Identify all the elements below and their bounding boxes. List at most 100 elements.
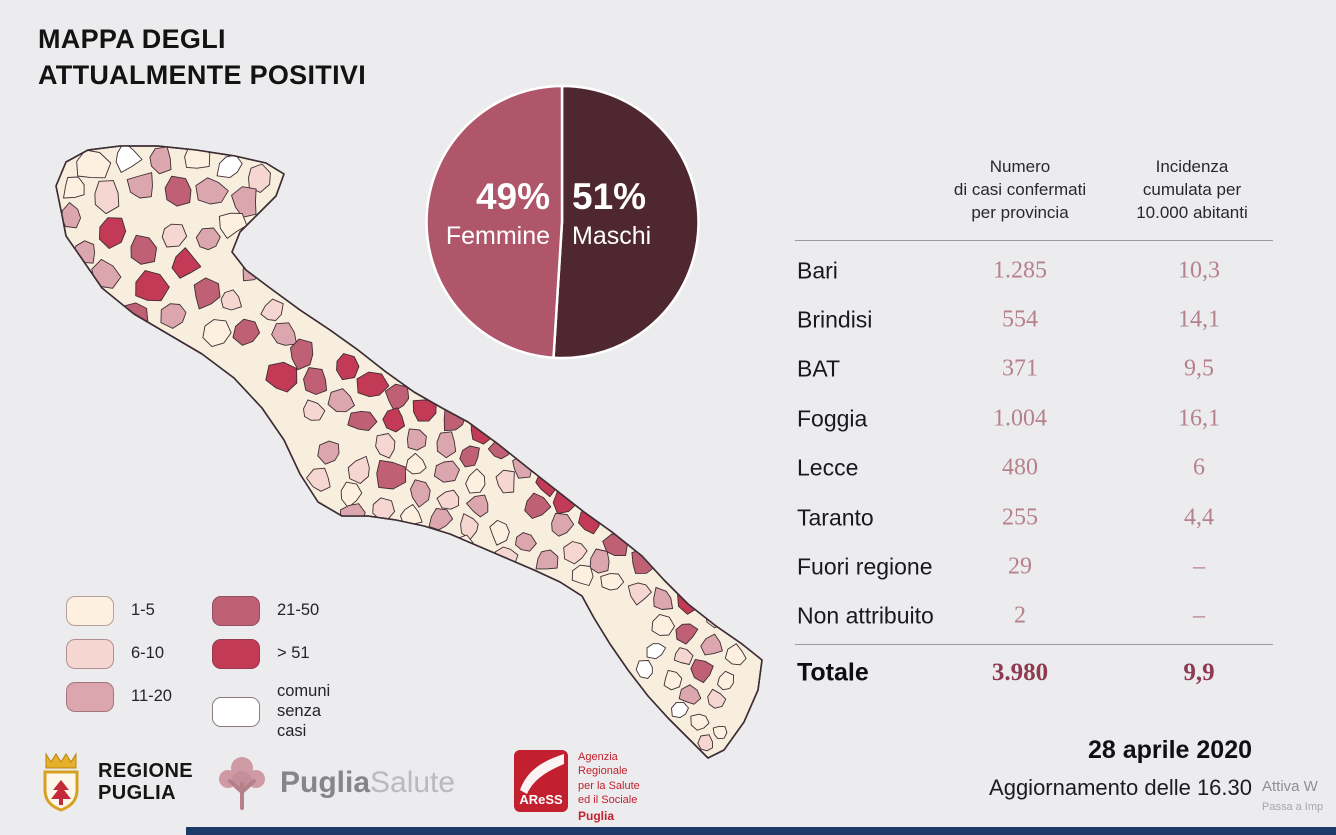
pie-femmine-label: Femmine — [445, 222, 550, 250]
municipality-cell — [635, 660, 653, 679]
legend-label: 21-50 — [277, 601, 320, 620]
aress-line: per la Salute — [578, 779, 640, 792]
legend-item: comuni senza casi — [212, 682, 330, 741]
legend-item: > 51 — [212, 639, 330, 669]
municipality-cell — [161, 223, 188, 248]
municipality-cell — [164, 175, 192, 207]
aress-logo: AReSS Agenzia Regionale per la Salute ed… — [514, 750, 640, 825]
municipality-cell — [489, 519, 510, 546]
legend-item: 6-10 — [66, 639, 184, 669]
update-time-note: Aggiornamento delle 16.30 — [989, 775, 1252, 800]
municipality-cell — [327, 388, 355, 413]
table-row: Brindisi 554 14,1 — [795, 295, 1273, 344]
legend-label: > 51 — [277, 644, 310, 663]
municipality-cell — [671, 701, 689, 719]
puglia-salute-word1: Puglia — [280, 766, 371, 799]
puglia-salute-logo: PugliaSalute — [214, 754, 455, 812]
pie-slice-femmine — [425, 84, 564, 359]
municipality-cell — [589, 548, 610, 574]
table-header-incidence: Incidenza cumulata per 10.000 abitanti — [1136, 157, 1248, 222]
municipality-cell — [271, 322, 298, 346]
legend-swatch — [212, 639, 260, 669]
municipality-cell — [700, 633, 723, 656]
municipality-cell — [515, 532, 537, 552]
municipality-cell — [421, 529, 443, 550]
municipality-cell — [195, 177, 229, 205]
municipality-cell — [149, 146, 172, 175]
regione-puglia-emblem-icon — [43, 752, 79, 812]
municipality-cell — [375, 433, 396, 459]
legend-item: 11-20 — [66, 682, 184, 712]
municipality-cell — [94, 180, 120, 215]
update-date: 28 aprile 2020 — [1087, 736, 1252, 764]
municipality-cell — [248, 163, 271, 193]
province-name: Taranto — [797, 504, 874, 531]
table-row: Taranto 255 4,4 — [795, 493, 1273, 542]
bottom-edge-bar — [186, 827, 1336, 835]
legend-swatch — [212, 696, 260, 727]
province-incidence: 16,1 — [1178, 405, 1220, 432]
province-cases: 255 — [1002, 504, 1038, 531]
municipality-cell — [126, 172, 153, 199]
windows-activation-watermark: Attiva W Passa a Imp — [1262, 778, 1323, 813]
pie-svg — [425, 84, 700, 360]
update-info: 28 aprile 2020 Aggiornamento delle 16.30 — [989, 736, 1252, 801]
regione-puglia-text: REGIONE PUGLIA — [98, 760, 193, 805]
municipality-cell — [260, 298, 284, 321]
province-cases: 1.004 — [993, 405, 1047, 432]
olive-tree-icon — [219, 757, 265, 810]
aress-line: Agenzia — [578, 751, 618, 763]
municipality-cell — [218, 212, 248, 239]
province-cases: 554 — [1002, 306, 1038, 333]
province-table: Numero di casi confermati per provincia … — [795, 150, 1275, 720]
municipality-cell — [76, 149, 112, 179]
legend-label: 11-20 — [131, 687, 172, 706]
municipality-cell — [690, 658, 714, 684]
municipality-cell — [135, 270, 170, 302]
pie-slice-maschi — [552, 84, 700, 360]
province-incidence: – — [1193, 553, 1205, 580]
municipality-cell — [216, 154, 243, 179]
gender-pie-chart: 49% Femmine 51% Maschi — [420, 80, 704, 364]
aress-logo-text: AReSS — [519, 792, 563, 807]
province-table-body: Bari 1.285 10,3 Brindisi 554 14,1 BAT 371 9,5 Fog… — [795, 246, 1273, 641]
province-incidence: 10,3 — [1178, 257, 1220, 284]
municipality-cell — [202, 319, 232, 348]
municipality-cell — [551, 512, 575, 537]
municipality-cell — [675, 623, 699, 645]
province-name: Fuori regione — [797, 553, 933, 580]
province-name: Bari — [797, 257, 838, 284]
puglia-salute-word2: Salute — [370, 766, 456, 799]
municipality-cell — [347, 455, 370, 484]
province-name: BAT — [797, 355, 841, 382]
municipality-cell — [712, 725, 728, 740]
municipality-cell — [724, 643, 747, 666]
aress-description: Agenzia Regionale per la Salute ed il So… — [578, 750, 640, 825]
table-row: Bari 1.285 10,3 — [795, 246, 1273, 295]
page-title-line2: ATTUALMENTE POSITIVI — [38, 59, 366, 90]
municipality-cell — [317, 440, 340, 465]
legend-swatch — [66, 682, 114, 712]
province-incidence: – — [1193, 602, 1205, 629]
municipality-cell — [436, 431, 457, 459]
page-title-line1: MAPPA DEGLI — [38, 24, 226, 54]
total-cases: 3.980 — [991, 659, 1049, 686]
province-name: Foggia — [797, 405, 868, 432]
table-total-divider — [795, 644, 1273, 645]
table-row: BAT 371 9,5 — [795, 345, 1273, 394]
province-cases: 2 — [1014, 602, 1026, 629]
pie-maschi-label: Maschi — [572, 222, 652, 250]
municipality-cell — [459, 445, 480, 468]
municipality-cell — [265, 361, 298, 393]
legend-item: 1-5 — [66, 596, 184, 626]
municipality-cell — [376, 459, 407, 490]
province-cases: 480 — [1002, 454, 1038, 481]
province-cases: 371 — [1002, 355, 1038, 382]
municipality-cell — [290, 338, 314, 371]
aress-line: ed il Sociale — [578, 793, 638, 806]
municipality-cell — [495, 469, 515, 494]
municipality-cell — [382, 407, 406, 433]
table-row: Non attribuito 2 – — [795, 592, 1273, 641]
municipality-cell — [465, 468, 486, 494]
